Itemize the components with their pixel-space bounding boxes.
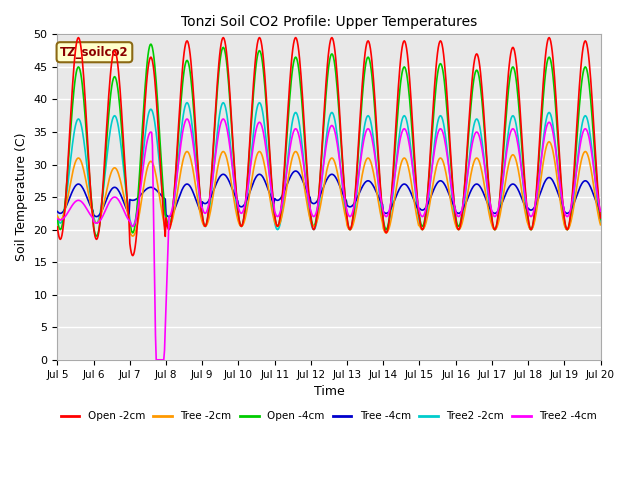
Text: TZ_soilco2: TZ_soilco2	[60, 46, 129, 59]
Title: Tonzi Soil CO2 Profile: Upper Temperatures: Tonzi Soil CO2 Profile: Upper Temperatur…	[181, 15, 477, 29]
X-axis label: Time: Time	[314, 385, 344, 398]
Legend: Open -2cm, Tree -2cm, Open -4cm, Tree -4cm, Tree2 -2cm, Tree2 -4cm: Open -2cm, Tree -2cm, Open -4cm, Tree -4…	[56, 408, 602, 426]
Y-axis label: Soil Temperature (C): Soil Temperature (C)	[15, 133, 28, 261]
